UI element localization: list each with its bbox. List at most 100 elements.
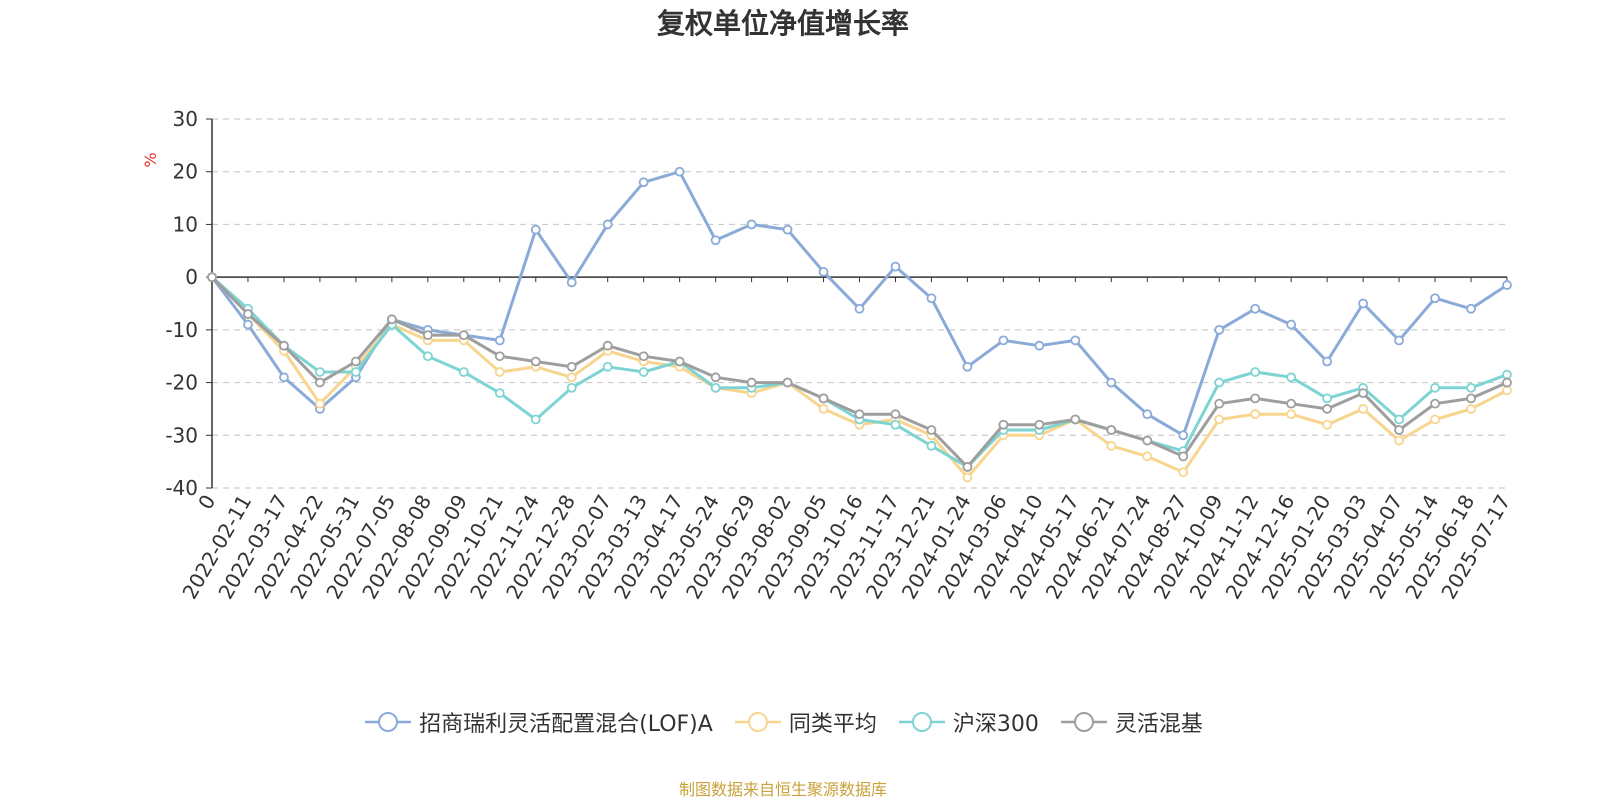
y-tick-label: -40 — [165, 476, 198, 500]
data-point — [602, 219, 613, 230]
data-point — [1394, 414, 1404, 425]
data-point — [782, 224, 793, 235]
data-point — [566, 277, 577, 288]
data-point — [1286, 319, 1297, 330]
data-point — [962, 361, 973, 372]
data-point — [710, 372, 721, 383]
data-point — [1070, 335, 1081, 346]
data-point — [1070, 414, 1081, 425]
data-point — [1286, 409, 1297, 420]
data-point — [638, 351, 649, 362]
data-point — [530, 414, 541, 425]
data-point — [458, 330, 469, 341]
legend-label: 招商瑞利灵活配置混合(LOF)A — [419, 712, 713, 737]
data-point — [1250, 393, 1261, 404]
data-point — [566, 372, 577, 383]
data-point — [494, 351, 505, 362]
data-point — [674, 166, 685, 177]
legend-swatch-icon — [365, 712, 412, 732]
data-point — [494, 367, 505, 377]
data-point — [746, 377, 757, 388]
data-point — [674, 356, 685, 367]
data-point — [315, 367, 325, 377]
data-point — [1430, 414, 1440, 425]
legend: 招商瑞利灵活配置混合(LOF)A 同类平均 沪深300 灵活混基 — [0, 706, 1566, 740]
data-point — [1250, 303, 1261, 314]
y-tick-label: -30 — [165, 423, 198, 447]
data-point — [315, 398, 325, 409]
data-point — [962, 472, 973, 483]
data-point — [926, 293, 937, 304]
data-point — [1466, 393, 1476, 404]
y-tick-label: 20 — [173, 160, 198, 184]
data-point — [566, 382, 577, 393]
data-point — [243, 309, 253, 319]
y-tick-label: -20 — [165, 371, 198, 395]
data-point — [458, 367, 469, 377]
data-point — [1286, 372, 1297, 383]
data-point — [1214, 398, 1225, 409]
data-point — [243, 319, 253, 330]
legend-item-3[interactable]: 沪深300 — [897, 706, 1039, 738]
data-point — [1178, 430, 1189, 441]
data-point — [386, 314, 397, 325]
data-point — [890, 409, 901, 420]
y-tick-label: -10 — [165, 318, 198, 342]
data-point — [207, 272, 217, 283]
data-point — [1322, 393, 1333, 404]
data-point — [530, 356, 541, 367]
legend-swatch-icon — [1060, 712, 1107, 732]
data-point — [279, 372, 289, 383]
data-point — [1322, 404, 1333, 414]
data-point — [1466, 404, 1476, 414]
data-point — [926, 425, 937, 435]
data-point — [1034, 419, 1045, 430]
data-point — [1214, 377, 1225, 388]
data-point — [1214, 324, 1225, 335]
data-point — [998, 419, 1009, 430]
data-point — [350, 356, 361, 367]
data-point — [1502, 369, 1512, 380]
data-point — [1502, 280, 1512, 290]
data-point — [710, 382, 721, 393]
y-tick-label: 0 — [185, 265, 198, 289]
data-point — [746, 219, 757, 230]
data-point — [1430, 293, 1440, 304]
data-point — [602, 361, 613, 372]
data-point — [1394, 425, 1404, 435]
data-point — [710, 235, 721, 246]
data-point — [279, 340, 289, 351]
data-point — [1394, 435, 1404, 446]
data-point — [890, 419, 901, 430]
data-point — [1286, 398, 1297, 409]
legend-label: 沪深300 — [952, 712, 1039, 737]
data-point — [818, 404, 829, 414]
data-point — [1106, 377, 1117, 388]
data-point — [1322, 419, 1333, 430]
data-point — [1358, 404, 1369, 414]
data-point — [854, 409, 865, 420]
data-point — [1250, 409, 1261, 420]
data-point — [1430, 398, 1440, 409]
data-point — [315, 377, 325, 388]
data-point — [422, 330, 433, 341]
data-point — [566, 361, 577, 372]
data-point — [1106, 440, 1117, 451]
y-tick-label: 30 — [173, 107, 198, 131]
legend-item-4[interactable]: 灵活混基 — [1059, 706, 1203, 738]
data-point — [1142, 451, 1153, 462]
data-point — [1322, 356, 1333, 367]
data-point — [1502, 385, 1512, 396]
legend-item-1[interactable]: 招商瑞利灵活配置混合(LOF)A — [363, 706, 713, 738]
legend-swatch-icon — [898, 712, 945, 732]
data-point — [1466, 303, 1476, 314]
data-point — [350, 367, 361, 377]
data-point — [962, 462, 973, 472]
data-point — [494, 335, 505, 346]
data-point — [854, 303, 865, 314]
data-point — [818, 266, 829, 277]
data-point — [782, 377, 793, 388]
legend-item-2[interactable]: 同类平均 — [733, 706, 877, 738]
data-point — [1142, 435, 1153, 446]
